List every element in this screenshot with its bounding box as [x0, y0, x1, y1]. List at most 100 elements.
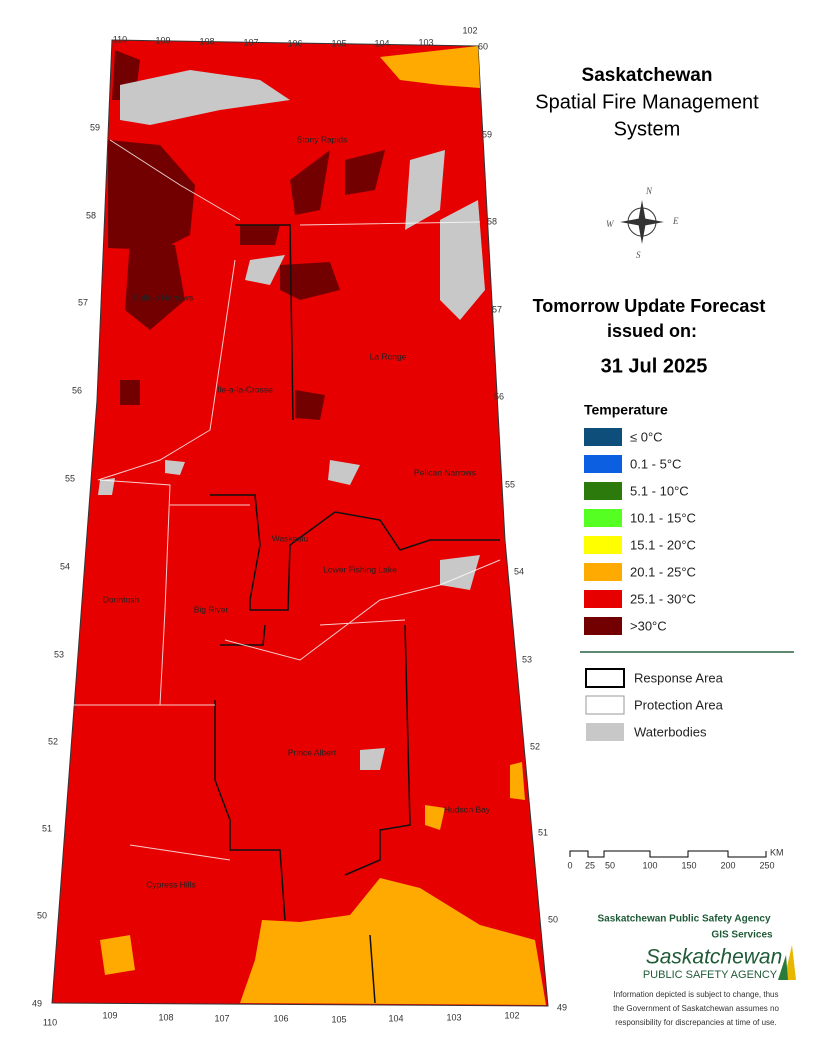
legend-label: 0.1 - 5°C [630, 456, 681, 471]
agency-name: Saskatchewan Public Safety Agency [597, 914, 770, 925]
place-label: Prince Albert [288, 747, 337, 757]
legend-label: Protection Area [634, 697, 724, 712]
graticule-label: 108 [199, 36, 214, 46]
graticule-label: 52 [48, 736, 58, 746]
graticule-label: 60 [478, 41, 488, 51]
logo-sub: PUBLIC SAFETY AGENCY [643, 969, 778, 981]
disclaimer: Information depicted is subject to chang… [614, 990, 779, 999]
disclaimer: the Government of Saskatchewan assumes n… [613, 1004, 779, 1013]
graticule-label: 103 [418, 37, 433, 47]
compass-letter: E [672, 216, 679, 226]
graticule-label: 103 [446, 1012, 461, 1022]
subtitle: System [614, 118, 681, 140]
graticule-label: 54 [60, 561, 70, 571]
place-label: Pelican Narrows [414, 467, 476, 477]
graticule-label: 57 [492, 304, 502, 314]
graticule-label: 53 [522, 654, 532, 664]
legend-swatch [584, 590, 622, 608]
compass: N E S W [606, 186, 679, 260]
graticule-label: 58 [86, 210, 96, 220]
graticule-label: 104 [374, 38, 389, 48]
hot-area [108, 50, 385, 420]
scale-bar: 0 25 50 100 150 200 250 KM [567, 847, 783, 870]
response-area-boundary [210, 224, 500, 1004]
graticule-label: 55 [65, 473, 75, 483]
scale-label: 100 [642, 860, 657, 870]
graticule-label: 106 [287, 38, 302, 48]
place-label: Lower Fishing Lake [323, 564, 397, 574]
boundary-legend: Response Area Protection Area Waterbodie… [585, 668, 724, 741]
disclaimer: responsibility for discrepancies at time… [615, 1018, 776, 1027]
graticule-label: 105 [331, 1014, 346, 1024]
graticule-label: 56 [72, 385, 82, 395]
legend-label: 15.1 - 20°C [630, 537, 696, 552]
legend-swatch [584, 482, 622, 500]
legend-label: Waterbodies [634, 724, 707, 739]
graticule-label: 110 [113, 34, 127, 44]
legend-label: 5.1 - 10°C [630, 483, 689, 498]
graticule-label: 109 [102, 1010, 117, 1020]
forecast-heading: Tomorrow Update Forecast [533, 296, 766, 316]
graticule-label: 102 [504, 1010, 519, 1020]
graticule-label: 55 [505, 479, 515, 489]
legend-title: Temperature [584, 402, 668, 418]
graticule-label: 108 [158, 1012, 173, 1022]
graticule-label: 51 [42, 823, 52, 833]
scale-label: 200 [720, 860, 735, 870]
legend-swatch [584, 509, 622, 527]
place-label: Hudson Bay [444, 804, 491, 814]
map [51, 39, 549, 1007]
place-label: Stony Rapids [297, 134, 348, 144]
place-label: Big River [194, 604, 229, 614]
graticule-label: 53 [54, 649, 64, 659]
graticule-labels: 110 109 108 107 106 105 104 103 102 110 109 108 107 1… [32, 25, 567, 1027]
legend-label: 20.1 - 25°C [630, 564, 696, 579]
graticule-label: 105 [331, 38, 346, 48]
legend-swatch [584, 617, 622, 635]
legend-swatch [584, 455, 622, 473]
graticule-label: 104 [388, 1013, 403, 1023]
graticule-label: 57 [78, 297, 88, 307]
graticule-label: 106 [273, 1013, 288, 1023]
scale-label: 150 [681, 860, 696, 870]
graticule-label: 58 [487, 216, 497, 226]
title: Saskatchewan [582, 65, 713, 86]
place-label: La Ronge [370, 351, 407, 361]
compass-letter: W [606, 219, 615, 229]
protection-area-boundary [60, 139, 501, 861]
compass-letter: N [645, 186, 653, 196]
graticule-label: 59 [90, 122, 100, 132]
graticule-label: 51 [538, 827, 548, 837]
legend-label: >30°C [630, 618, 667, 633]
scale-label: 50 [605, 860, 615, 870]
graticule-label: 49 [32, 998, 42, 1008]
place-label: Buffalo Narrows [133, 292, 193, 302]
place-labels: Stony Rapids Buffalo Narrows Ile-a-la-Cr… [103, 134, 491, 889]
forecast-issued: issued on: [607, 321, 697, 341]
place-label: Dorintosh [103, 594, 140, 604]
place-label: Ile-a-la-Crosse [217, 384, 273, 394]
agency-dept: GIS Services [711, 930, 773, 941]
graticule-label: 49 [557, 1002, 567, 1012]
legend-label: 25.1 - 30°C [630, 591, 696, 606]
legend-swatch [584, 563, 622, 581]
graticule-label: 59 [482, 129, 492, 139]
place-label: Cypress Hills [146, 879, 196, 889]
graticule-label: 50 [548, 914, 558, 924]
graticule-label: 110 [43, 1017, 57, 1027]
subtitle: Spatial Fire Management [535, 91, 759, 113]
scale-label: 25 [585, 860, 595, 870]
compass-letter: S [636, 250, 641, 260]
legend-label: ≤ 0°C [630, 429, 663, 444]
legend: ≤ 0°C 0.1 - 5°C 5.1 - 10°C 10.1 - 15°C 15.1 … [584, 428, 696, 635]
graticule-label: 52 [530, 741, 540, 751]
graticule-label: 107 [243, 37, 258, 47]
scale-label: 250 [759, 860, 774, 870]
legend-swatch [584, 428, 622, 446]
graticule-label: 50 [37, 910, 47, 920]
graticule-label: 109 [155, 35, 170, 45]
logo-name: Saskatchewan [646, 946, 783, 969]
scale-unit: KM [770, 847, 784, 857]
place-label: Waskesiu [272, 533, 309, 543]
